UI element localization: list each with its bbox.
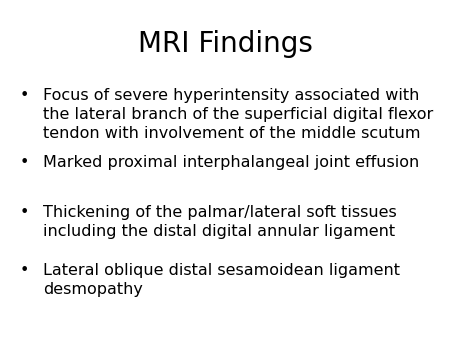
Text: •: •: [20, 263, 29, 278]
Text: Focus of severe hyperintensity associated with
the lateral branch of the superfi: Focus of severe hyperintensity associate…: [43, 88, 433, 141]
Text: Thickening of the palmar/lateral soft tissues
including the distal digital annul: Thickening of the palmar/lateral soft ti…: [43, 205, 396, 239]
Text: •: •: [20, 88, 29, 103]
Text: MRI Findings: MRI Findings: [138, 30, 312, 58]
Text: Lateral oblique distal sesamoidean ligament
desmopathy: Lateral oblique distal sesamoidean ligam…: [43, 263, 400, 297]
Text: •: •: [20, 205, 29, 220]
Text: Marked proximal interphalangeal joint effusion: Marked proximal interphalangeal joint ef…: [43, 155, 419, 170]
Text: •: •: [20, 155, 29, 170]
